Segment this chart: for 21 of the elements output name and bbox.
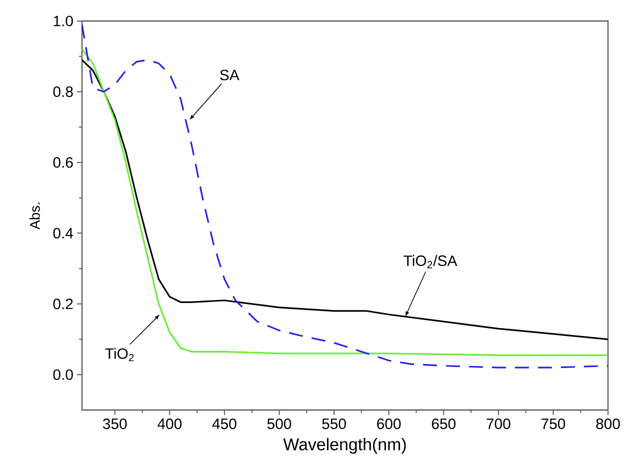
y-tick-label: 0.4 <box>53 228 74 238</box>
y-tick-label: 0.8 <box>53 86 73 98</box>
x-tick-label: 400 <box>158 418 182 430</box>
annotation: TiO$_{2}$/SA <box>404 255 458 268</box>
x-tick-label: 550 <box>322 418 346 430</box>
x-tick-label: 600 <box>377 418 401 430</box>
annotation: SA <box>220 70 240 80</box>
x-tick-label: 350 <box>102 418 127 430</box>
x-tick-label: 700 <box>486 418 510 430</box>
y-axis-title: Abs. <box>30 202 40 230</box>
x-tick-label: 500 <box>267 418 292 430</box>
x-tick-label: 650 <box>432 418 456 430</box>
annotation: TiO$_{2}$ <box>105 348 134 362</box>
y-tick-label: 0.2 <box>53 298 73 310</box>
x-axis-title: Wavelength(nm) <box>283 438 406 454</box>
x-tick-label: 450 <box>212 418 236 430</box>
y-tick-label: 0.6 <box>53 157 73 168</box>
x-tick-label: 750 <box>542 418 566 430</box>
y-tick-label: 0.0 <box>53 369 73 380</box>
y-tick-label: 1.0 <box>54 16 73 26</box>
x-tick-label: 800 <box>596 418 620 430</box>
